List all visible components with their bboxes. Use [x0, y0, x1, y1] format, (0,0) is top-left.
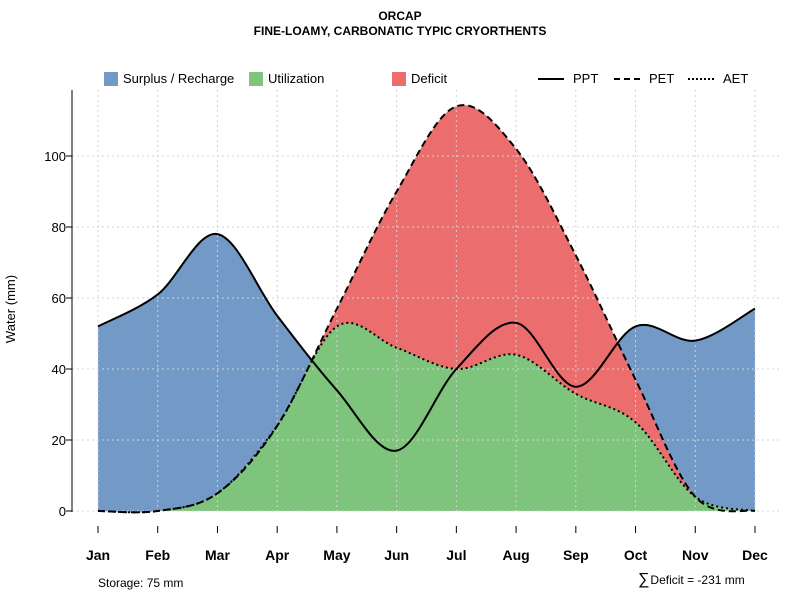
deficit-annotation: ∑ Deficit = -231 mm — [638, 571, 745, 589]
x-tick-label: May — [323, 547, 350, 563]
legend-deficit: Deficit — [392, 71, 447, 86]
legend-line-dotted — [688, 77, 714, 80]
legend-swatch — [104, 71, 118, 86]
legend-aet: AET — [688, 71, 748, 86]
legend-swatch — [249, 71, 263, 86]
legend-line-dashed — [614, 77, 640, 80]
y-tick-label: 20 — [52, 433, 66, 448]
y-tick-label: 100 — [44, 149, 66, 164]
deficit-text: Deficit = -231 mm — [650, 573, 745, 587]
pet-line — [97, 104, 756, 514]
ppt-line — [97, 233, 756, 452]
aet-line — [97, 322, 756, 514]
x-tick-label: Aug — [502, 547, 529, 563]
x-tick-label: Dec — [742, 547, 768, 563]
y-axis-label: Water (mm) — [3, 275, 18, 343]
legend-swatch — [392, 71, 406, 86]
y-tick-label: 80 — [52, 220, 66, 235]
y-tick-label: 60 — [52, 291, 66, 306]
chart-title: ORCAP — [378, 9, 422, 23]
legend-ppt: PPT — [538, 71, 598, 86]
legend-label: PET — [649, 71, 675, 86]
x-tick-label: Oct — [624, 547, 648, 563]
legend-label: Deficit — [411, 71, 448, 86]
legend-label: AET — [723, 71, 749, 86]
legend-label: Utilization — [268, 71, 325, 86]
legend-label: PPT — [573, 71, 599, 86]
legend-line-solid — [538, 77, 564, 80]
x-tick-label: Nov — [682, 547, 709, 563]
x-tick-label: Feb — [145, 547, 170, 563]
legend-surplus: Surplus / Recharge — [104, 71, 234, 86]
legend-label: Surplus / Recharge — [123, 71, 235, 86]
storage-annotation: Storage: 75 mm — [98, 576, 184, 590]
legend-pet: PET — [614, 71, 674, 86]
x-tick-label: Apr — [265, 547, 290, 563]
x-tick-label: Mar — [205, 547, 230, 563]
y-tick-label: 0 — [59, 504, 66, 519]
legend-utilization: Utilization — [249, 71, 324, 86]
x-tick-label: Jun — [384, 547, 409, 563]
y-tick-label: 40 — [52, 362, 66, 377]
sum-symbol: ∑ — [638, 571, 650, 588]
x-tick-label: Jul — [446, 547, 466, 563]
chart-subtitle: FINE-LOAMY, CARBONATIC TYPIC CRYORTHENTS — [253, 24, 547, 38]
x-tick-label: Jan — [86, 547, 110, 563]
x-tick-label: Sep — [563, 547, 589, 563]
